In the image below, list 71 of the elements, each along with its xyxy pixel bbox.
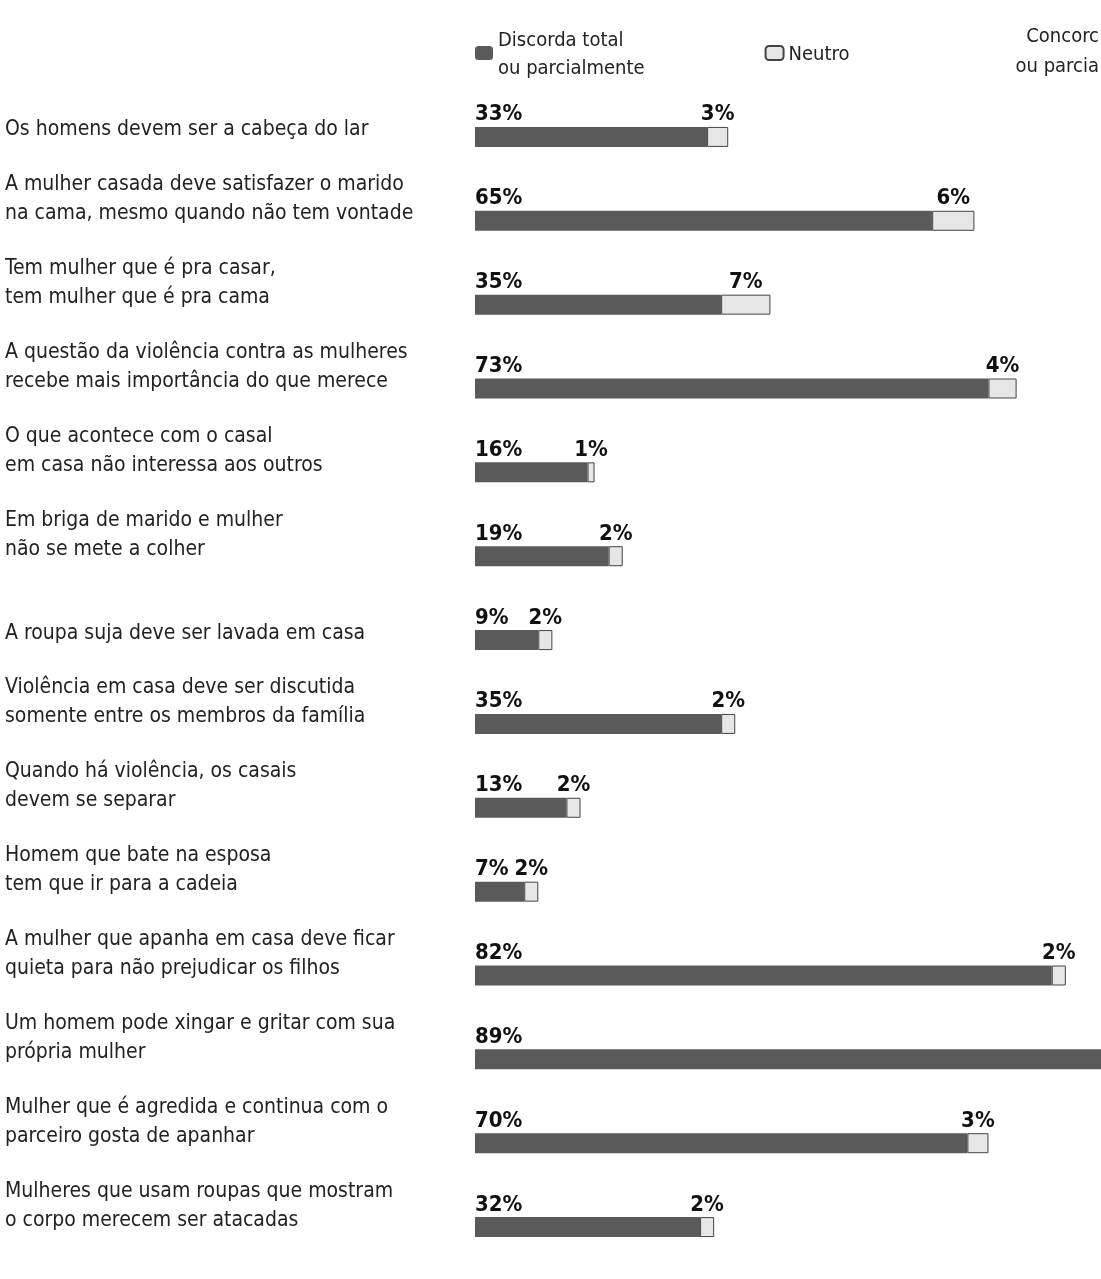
data-label: 2%	[598, 519, 633, 545]
data-label: 70%	[475, 1106, 523, 1132]
data-label: 2%	[514, 855, 549, 881]
bar	[475, 1133, 968, 1154]
data-label: 2%	[711, 687, 746, 713]
data-label: 16%	[475, 435, 523, 461]
data-label: 2%	[528, 603, 563, 629]
y-tick-label: O que acontece com o casal em casa não interessa aos outros	[5, 422, 323, 476]
data-label: 2%	[1041, 939, 1076, 964]
data-label: 32%	[475, 1190, 523, 1216]
y-tick-label: Em briga de marido e mulher não se mete a colher	[5, 506, 283, 560]
data-label: 7%	[475, 855, 509, 881]
data-label: 7%	[728, 268, 763, 294]
bar	[475, 797, 567, 818]
data-label: 35%	[475, 687, 523, 713]
bar	[721, 713, 736, 734]
y-tick-label: Tem mulher que é pra casar, tem mulher que é pra cama	[4, 255, 276, 309]
data-label: 73%	[475, 352, 523, 377]
bar	[475, 1217, 701, 1238]
bar	[700, 1217, 715, 1238]
data-label: 89%	[475, 1022, 523, 1048]
bar	[967, 1133, 989, 1154]
y-tick-label: Homem que bate na esposa tem que ir para a cadeia	[5, 842, 272, 896]
data-label: 33%	[475, 100, 523, 126]
bar	[721, 294, 771, 315]
data-label: 19%	[475, 519, 523, 545]
data-label: 2%	[556, 771, 591, 797]
y-tick-label: A roupa suja deve ser lavada em casa	[5, 619, 366, 644]
data-label: 9%	[475, 603, 509, 629]
data-label: 13%	[475, 771, 523, 797]
y-tick-label: Violência em casa deve ser discutida somente entre os membros da família	[5, 674, 366, 728]
y-tick-label: Um homem pode xingar e gritar com sua própria mulher	[5, 1009, 396, 1063]
y-tick-label: A mulher casada deve satisfazer o marido na cama, mesmo quando não tem vontade	[5, 171, 414, 225]
bar	[587, 462, 595, 483]
bar	[475, 881, 525, 902]
data-label: 65%	[475, 184, 523, 210]
bar	[475, 630, 539, 651]
bar	[475, 378, 989, 399]
bar	[566, 797, 581, 818]
y-tick-label: Mulheres que usam roupas que mostram o corpo merecem ser atacadas	[5, 1177, 394, 1231]
legend-label: Discorda total ou parcialmente	[498, 27, 645, 79]
legend-label: Neutro	[788, 41, 850, 65]
text: Concorc ou parcia	[1015, 23, 1099, 77]
bar	[932, 210, 975, 231]
y-tick-label: A mulher que apanha em casa deve ficar quieta para não prejudicar os filhos	[5, 926, 395, 979]
bar	[707, 126, 729, 147]
bar	[475, 294, 722, 315]
bar	[475, 462, 588, 483]
bar	[475, 713, 722, 734]
data-label: 4%	[985, 352, 1020, 377]
bar	[608, 546, 623, 567]
data-label: 6%	[936, 184, 971, 210]
data-label: 3%	[700, 100, 735, 126]
bar	[475, 965, 1052, 986]
data-label: 82%	[475, 939, 523, 964]
y-tick-label: Mulher que é agredida e continua com o parceiro gosta de apanhar	[5, 1093, 389, 1147]
bar	[1051, 965, 1066, 986]
data-label: 3%	[961, 1106, 995, 1132]
y-tick-label: Quando há violência, os casais devem se separar	[5, 758, 297, 812]
bar	[538, 630, 553, 651]
y-tick-label: A questão da violência contra as mulheres recebe mais importância do que merece	[5, 339, 408, 392]
data-label: 2%	[690, 1190, 725, 1216]
bar	[988, 378, 1017, 399]
bar	[524, 881, 539, 902]
bar	[475, 210, 933, 231]
bar	[475, 126, 708, 147]
bar	[475, 546, 609, 567]
data-label: 1%	[574, 435, 609, 461]
bar	[475, 1049, 1101, 1070]
y-tick-label: Os homens devem ser a cabeça do lar	[5, 116, 369, 141]
data-label: 35%	[475, 268, 523, 294]
